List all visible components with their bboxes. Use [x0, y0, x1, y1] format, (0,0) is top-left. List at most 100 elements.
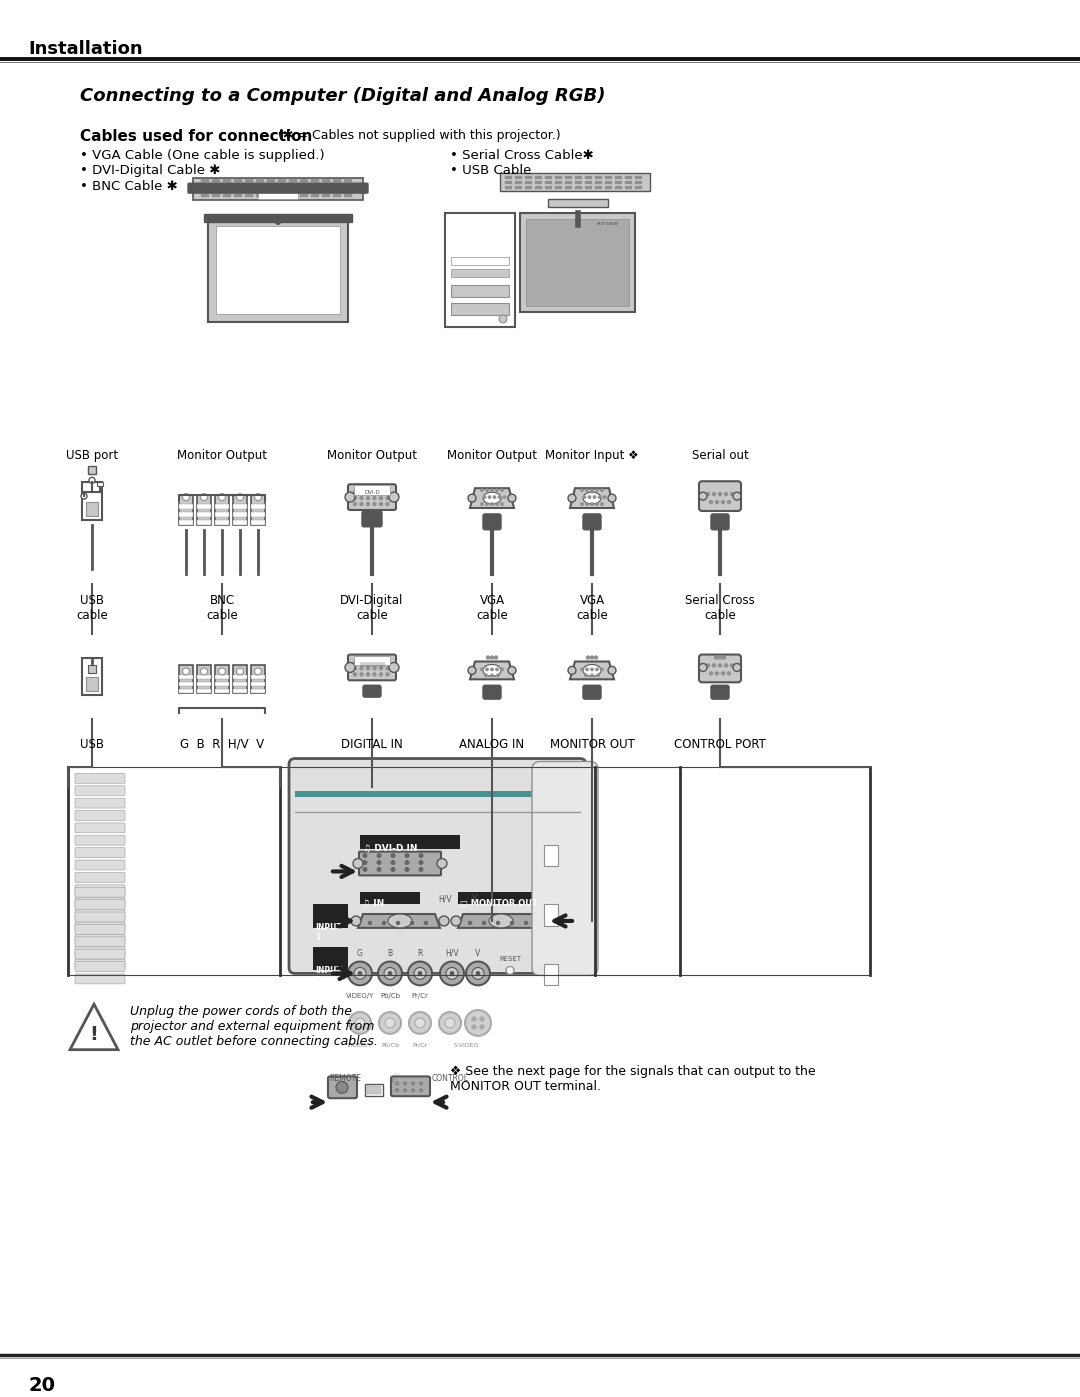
Bar: [234, 179, 242, 182]
Bar: [333, 183, 341, 187]
FancyBboxPatch shape: [75, 922, 125, 932]
Bar: [179, 520, 193, 525]
Bar: [87, 665, 96, 673]
Bar: [311, 179, 319, 182]
FancyBboxPatch shape: [348, 485, 396, 510]
FancyBboxPatch shape: [75, 884, 125, 894]
Bar: [278, 179, 286, 182]
Circle shape: [585, 489, 589, 492]
Bar: [595, 186, 602, 189]
Circle shape: [386, 496, 389, 500]
Bar: [451, 257, 509, 265]
Bar: [345, 179, 352, 182]
Circle shape: [596, 503, 598, 506]
Bar: [555, 182, 562, 184]
Circle shape: [349, 1011, 372, 1034]
Circle shape: [419, 868, 422, 872]
Bar: [345, 189, 352, 193]
Circle shape: [713, 664, 715, 666]
Bar: [267, 183, 275, 187]
Text: ♫ IN: ♫ IN: [362, 900, 384, 908]
Circle shape: [490, 503, 494, 506]
Bar: [525, 186, 532, 189]
Text: CONTROL: CONTROL: [432, 1074, 469, 1084]
Bar: [544, 845, 558, 866]
Bar: [635, 186, 642, 189]
Circle shape: [357, 971, 362, 975]
Bar: [313, 947, 348, 971]
FancyBboxPatch shape: [75, 912, 125, 922]
Circle shape: [368, 922, 372, 925]
Bar: [525, 176, 532, 179]
Bar: [585, 176, 592, 179]
FancyBboxPatch shape: [75, 900, 125, 909]
Bar: [595, 176, 602, 179]
Circle shape: [404, 1088, 406, 1092]
Polygon shape: [470, 662, 514, 679]
Circle shape: [418, 971, 422, 975]
Bar: [201, 189, 210, 193]
Circle shape: [414, 968, 426, 979]
Circle shape: [353, 496, 356, 500]
Bar: [278, 189, 286, 193]
Circle shape: [503, 496, 505, 499]
FancyBboxPatch shape: [391, 1077, 430, 1097]
Circle shape: [360, 503, 363, 506]
Bar: [201, 183, 210, 187]
Bar: [354, 655, 390, 665]
Bar: [615, 176, 622, 179]
Bar: [245, 189, 253, 193]
Circle shape: [497, 675, 499, 676]
Bar: [615, 186, 622, 189]
Circle shape: [501, 489, 503, 492]
FancyBboxPatch shape: [75, 823, 125, 833]
Bar: [300, 179, 308, 182]
Bar: [519, 212, 635, 312]
Bar: [197, 675, 211, 679]
Bar: [545, 186, 552, 189]
Text: Unplug the power cords of both the
projector and external equipment from
the AC : Unplug the power cords of both the proje…: [130, 1004, 378, 1048]
Circle shape: [710, 500, 713, 503]
Text: G  B  R  H/V  V: G B R H/V V: [180, 738, 265, 750]
Circle shape: [496, 489, 498, 492]
Bar: [458, 893, 553, 904]
Bar: [251, 689, 265, 693]
Circle shape: [480, 1025, 484, 1028]
Circle shape: [468, 495, 476, 502]
Circle shape: [386, 661, 389, 664]
Bar: [635, 182, 642, 184]
Bar: [233, 504, 247, 509]
Text: R: R: [417, 949, 422, 958]
Bar: [245, 194, 253, 197]
Bar: [526, 219, 629, 306]
Circle shape: [373, 661, 376, 664]
Bar: [445, 212, 515, 327]
Bar: [234, 194, 242, 197]
Bar: [322, 179, 330, 182]
Circle shape: [713, 493, 715, 496]
FancyBboxPatch shape: [699, 655, 741, 682]
Circle shape: [183, 493, 189, 500]
Circle shape: [481, 503, 483, 506]
Circle shape: [497, 922, 499, 925]
Bar: [300, 183, 308, 187]
Text: V: V: [475, 949, 481, 958]
Circle shape: [573, 781, 588, 793]
Bar: [500, 173, 650, 191]
Circle shape: [366, 673, 369, 676]
Circle shape: [395, 1088, 399, 1092]
Bar: [267, 189, 275, 193]
Text: Serial out: Serial out: [691, 448, 748, 461]
Circle shape: [608, 666, 616, 675]
Circle shape: [501, 503, 503, 506]
Bar: [179, 511, 193, 517]
Circle shape: [465, 1010, 491, 1035]
Circle shape: [388, 971, 392, 975]
Bar: [233, 511, 247, 517]
Circle shape: [465, 961, 490, 985]
Bar: [625, 186, 632, 189]
Bar: [289, 183, 297, 187]
Circle shape: [483, 922, 486, 925]
Circle shape: [405, 854, 409, 858]
Text: DVI-Digital
cable: DVI-Digital cable: [340, 594, 404, 622]
